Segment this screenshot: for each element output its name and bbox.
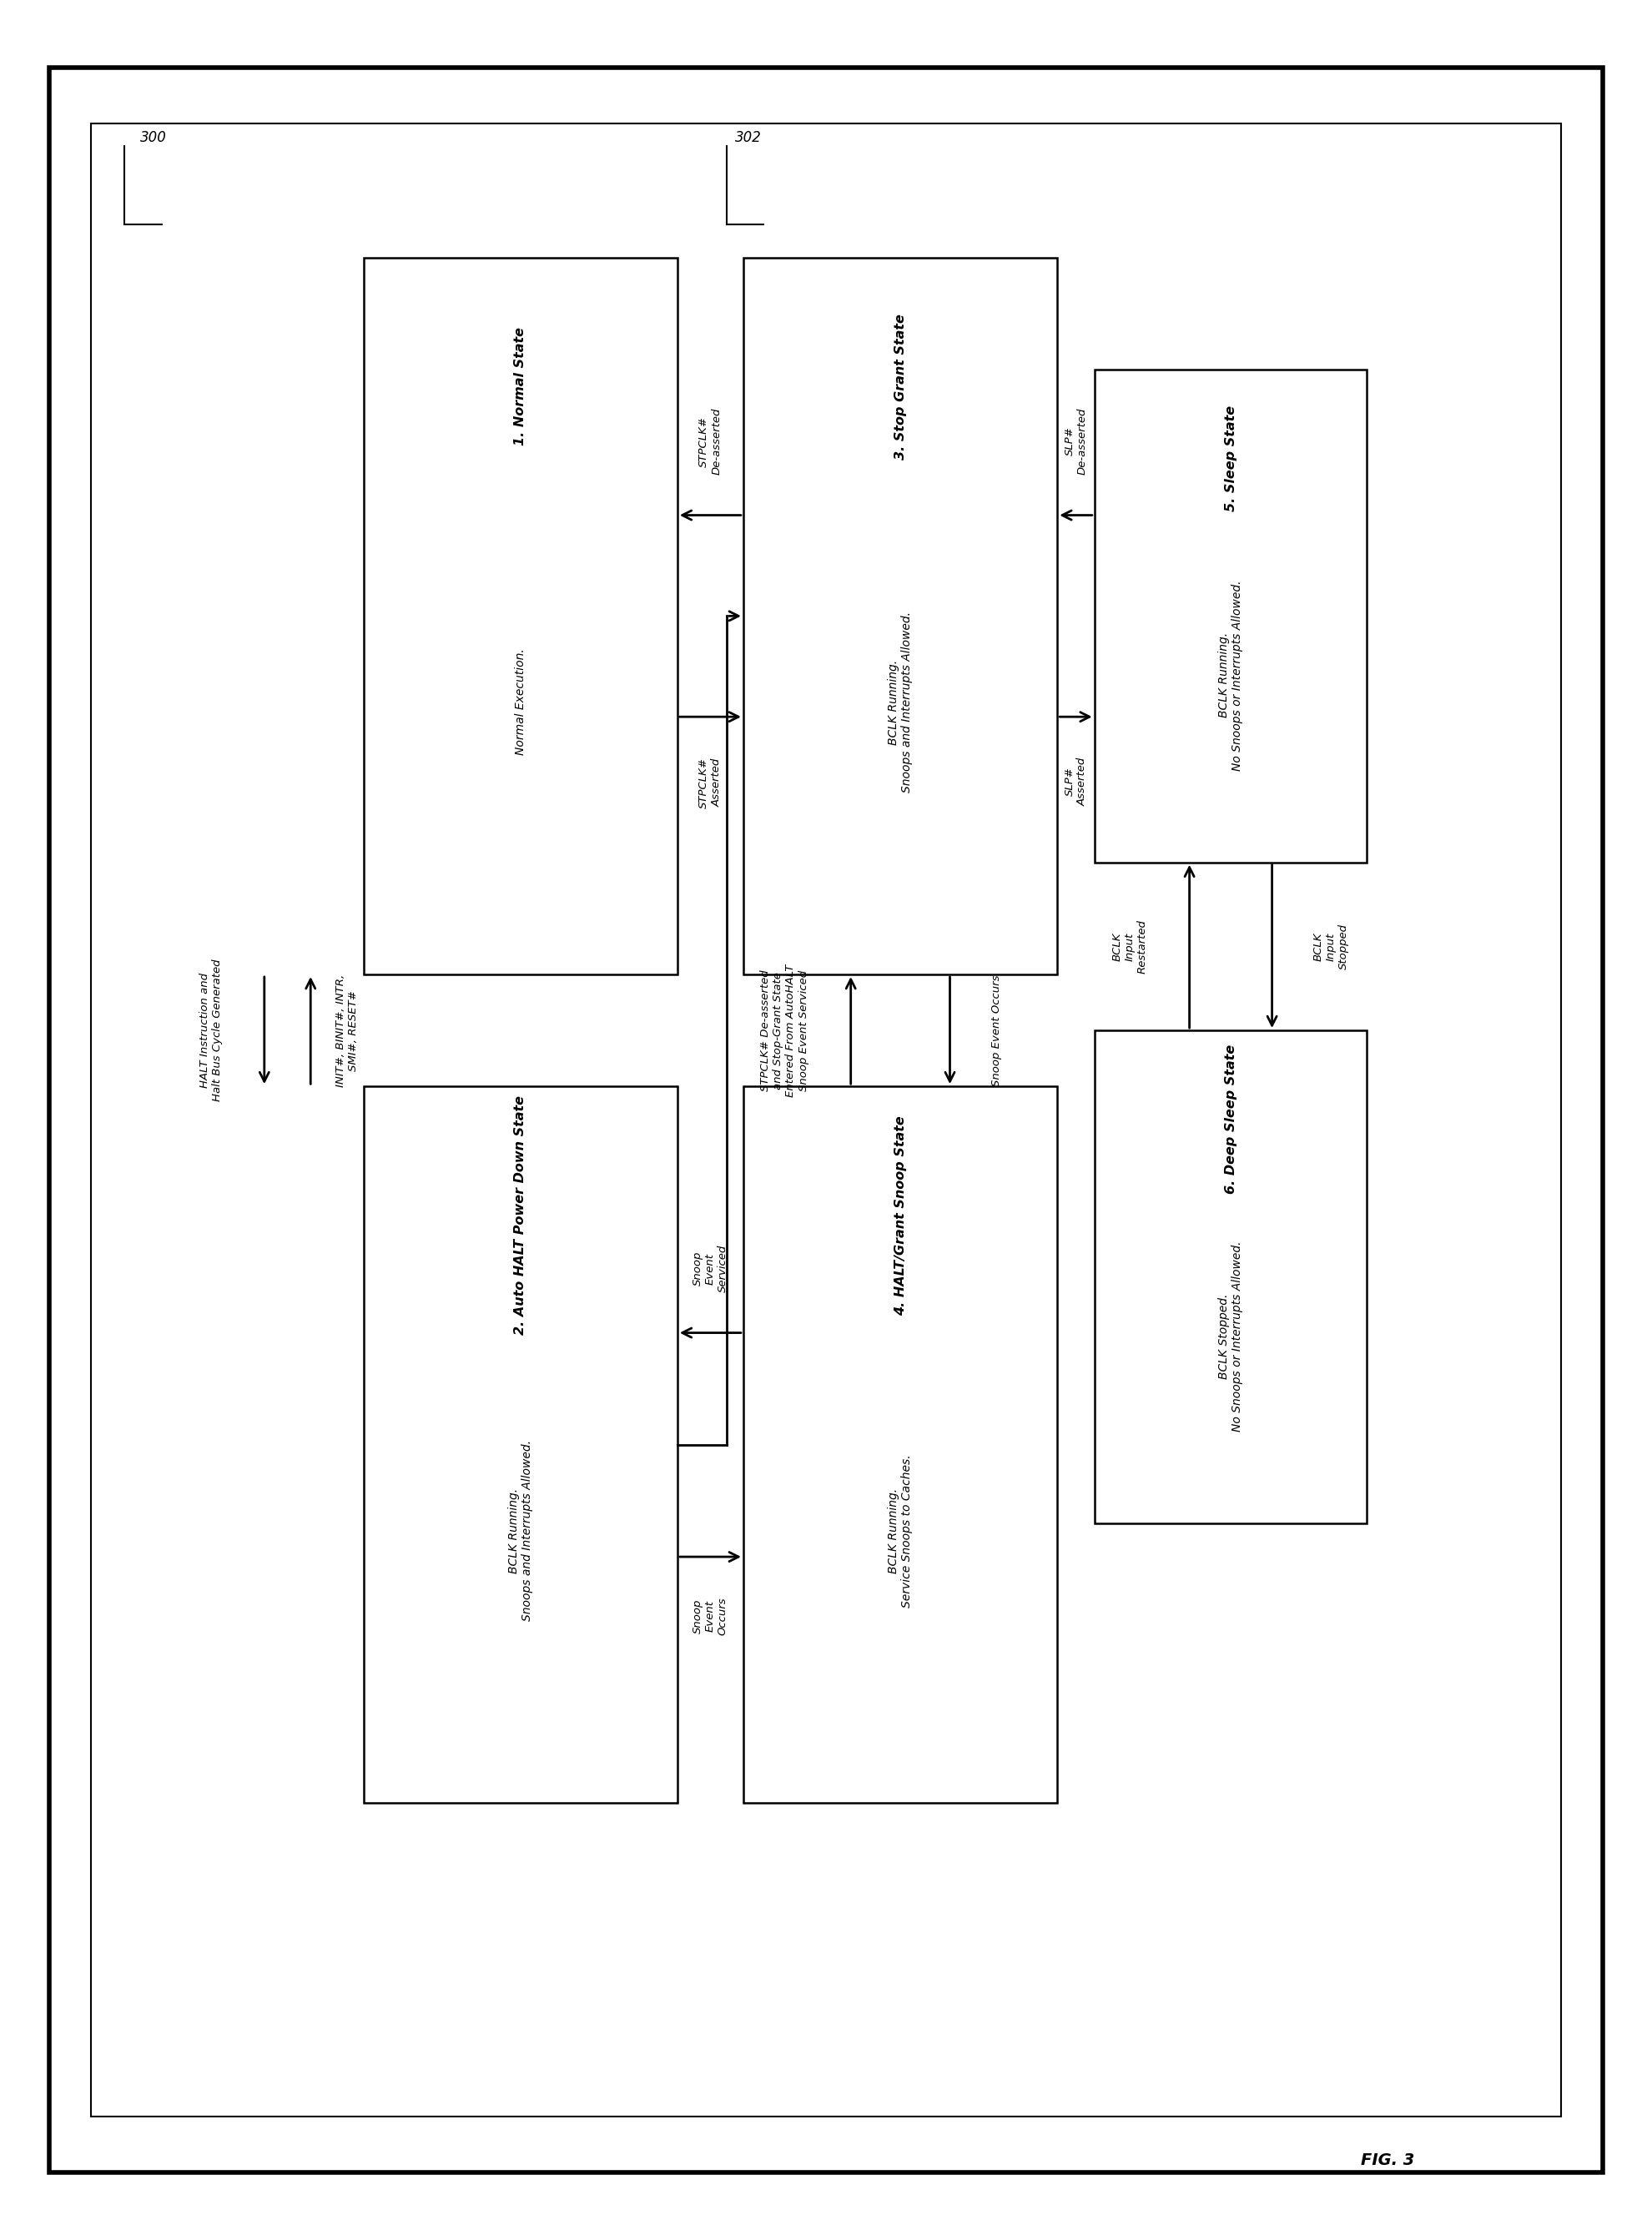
Text: STPCLK#
Asserted: STPCLK# Asserted	[699, 757, 722, 809]
Bar	[1094, 370, 1368, 862]
Text: STPCLK#
De-asserted: STPCLK# De-asserted	[699, 408, 722, 475]
Bar	[743, 258, 1057, 974]
Bar	[363, 258, 677, 974]
Text: 5. Sleep State: 5. Sleep State	[1224, 405, 1237, 511]
Text: BCLK Running.
Snoops and Interrupts Allowed.: BCLK Running. Snoops and Interrupts Allo…	[887, 612, 914, 793]
Text: BCLK
Input
Restarted: BCLK Input Restarted	[1112, 918, 1148, 974]
Text: Snoop Event Serviced: Snoop Event Serviced	[798, 970, 809, 1091]
Text: BCLK Running.
Service Snoops to Caches.: BCLK Running. Service Snoops to Caches.	[887, 1454, 914, 1608]
Text: 1. Normal State: 1. Normal State	[514, 327, 527, 446]
Text: Snoop
Event
Occurs: Snoop Event Occurs	[692, 1597, 729, 1635]
Text: BCLK Running.
No Snoops or Interrupts Allowed.: BCLK Running. No Snoops or Interrupts Al…	[1218, 580, 1244, 771]
Text: Snoop Event Occurs: Snoop Event Occurs	[991, 974, 1003, 1086]
Bar	[363, 1086, 677, 1803]
Text: 6. Deep Sleep State: 6. Deep Sleep State	[1224, 1044, 1237, 1194]
Text: SLP#
Asserted: SLP# Asserted	[1064, 757, 1087, 806]
Text: 302: 302	[735, 130, 762, 146]
Text: BCLK Running.
Snoops and Interrupts Allowed.: BCLK Running. Snoops and Interrupts Allo…	[507, 1440, 534, 1622]
Bar	[743, 1086, 1057, 1803]
Text: BCLK
Input
Stopped: BCLK Input Stopped	[1313, 923, 1350, 970]
Text: BCLK Stopped.
No Snoops or Interrupts Allowed.: BCLK Stopped. No Snoops or Interrupts Al…	[1218, 1241, 1244, 1431]
Text: 2. Auto HALT Power Down State: 2. Auto HALT Power Down State	[514, 1095, 527, 1335]
Text: SLP#
De-asserted: SLP# De-asserted	[1064, 408, 1087, 475]
Text: Normal Execution.: Normal Execution.	[514, 650, 527, 755]
Bar	[1094, 1030, 1368, 1523]
Text: INIT#, BINIT#, INTR,
SMI#, RESET#: INIT#, BINIT#, INTR, SMI#, RESET#	[335, 974, 358, 1086]
Text: 4. HALT/Grant Snoop State: 4. HALT/Grant Snoop State	[894, 1116, 907, 1315]
Text: Snoop
Event
Serviced: Snoop Event Serviced	[692, 1245, 729, 1292]
Text: FIG. 3: FIG. 3	[1361, 2153, 1414, 2168]
Text: 3. Stop Grant State: 3. Stop Grant State	[894, 314, 907, 459]
Text: HALT Instruction and
Halt Bus Cycle Generated: HALT Instruction and Halt Bus Cycle Gene…	[200, 959, 223, 1102]
Text: STPCLK# De-asserted
and Stop-Grant State
Entered From AutoHALT: STPCLK# De-asserted and Stop-Grant State…	[760, 963, 796, 1098]
Bar	[91, 123, 1561, 2117]
Text: 300: 300	[140, 130, 167, 146]
